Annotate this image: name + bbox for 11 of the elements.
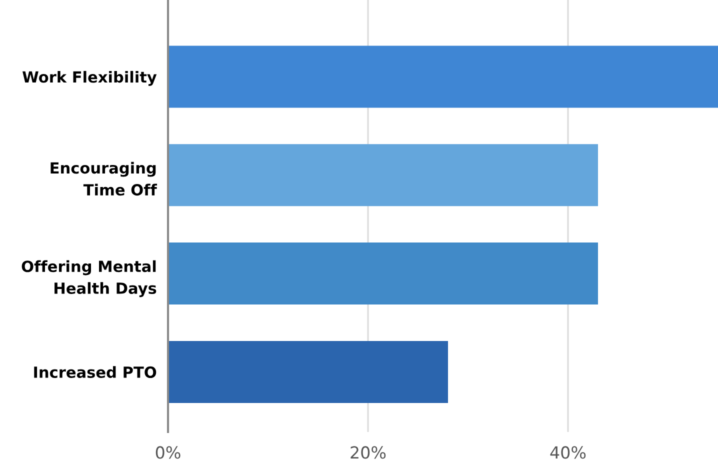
bar — [168, 242, 598, 305]
bar — [168, 144, 598, 206]
x-tick-label: 40% — [550, 446, 586, 459]
x-tick-label: 20% — [350, 446, 386, 459]
y-tick-label: Work Flexibility — [22, 70, 157, 86]
x-tick-label: 0% — [156, 446, 180, 459]
bar — [168, 46, 718, 108]
y-tick-label: Encouraging Time Off — [50, 162, 158, 196]
y-tick-label: Offering Mental Health Days — [22, 260, 156, 298]
bar — [168, 340, 448, 403]
y-tick-label: Increased PTO — [34, 366, 156, 378]
